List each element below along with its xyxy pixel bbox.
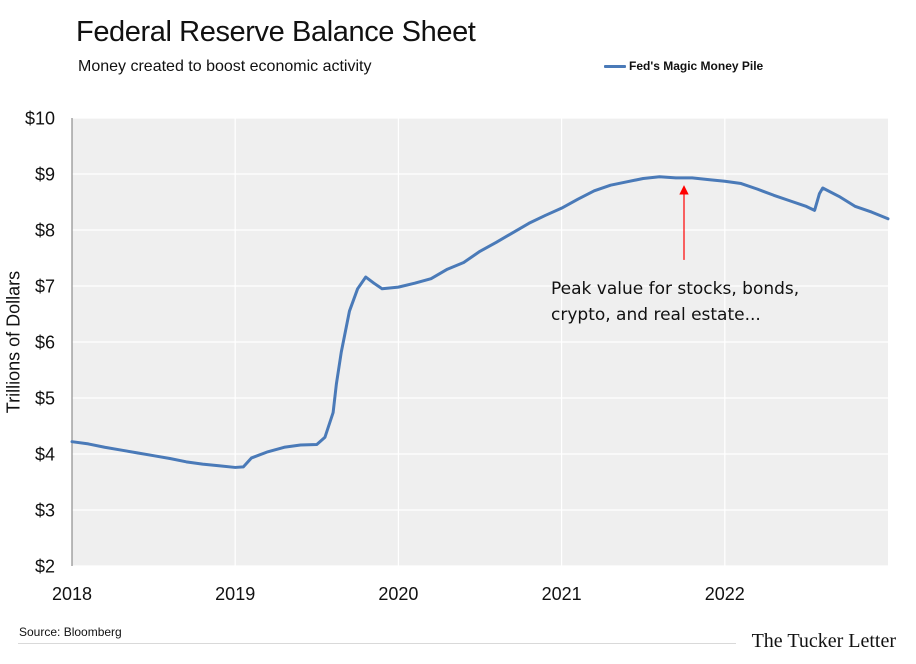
- data-point: [658, 175, 661, 178]
- data-point: [266, 450, 270, 453]
- x-tick-label: 2018: [52, 584, 92, 604]
- data-point: [315, 443, 318, 446]
- source-note: Source: Bloomberg: [19, 625, 122, 639]
- data-point: [544, 214, 547, 217]
- data-point: [217, 464, 221, 467]
- x-tick-label: 2022: [705, 584, 745, 604]
- data-point: [201, 462, 204, 466]
- data-point: [674, 176, 678, 180]
- data-point: [152, 454, 155, 457]
- data-point: [560, 206, 563, 210]
- x-tick-label: 2019: [215, 584, 255, 604]
- data-point: [185, 460, 188, 464]
- data-point: [380, 287, 384, 290]
- legend-series-label: Fed's Magic Money Pile: [629, 59, 764, 73]
- y-tick-label: $6: [35, 333, 55, 353]
- gridlines: [71, 117, 888, 567]
- data-point: [335, 382, 338, 386]
- data-point: [242, 465, 245, 469]
- y-tick-label: $10: [25, 109, 55, 129]
- brand-name: The Tucker Letter: [751, 630, 896, 652]
- data-point: [372, 282, 376, 285]
- annotation-text: Peak value for stocks, bonds, crypto, and…: [551, 279, 799, 325]
- data-point: [593, 189, 596, 192]
- chart-legend: Fed's Magic Money Pile: [604, 58, 763, 74]
- data-point: [739, 182, 743, 185]
- data-point: [527, 222, 531, 225]
- data-point: [168, 457, 172, 460]
- series-layer: [70, 175, 890, 469]
- y-tick-label: $7: [35, 277, 55, 297]
- data-point: [625, 180, 629, 184]
- data-point: [886, 217, 890, 220]
- y-tick-label: $4: [35, 445, 55, 465]
- x-tick-label: 2020: [378, 584, 418, 604]
- data-point: [821, 186, 824, 190]
- data-point: [348, 310, 351, 313]
- data-point: [690, 176, 694, 180]
- data-point: [70, 440, 74, 443]
- footer-divider: [18, 643, 736, 644]
- data-point: [609, 184, 612, 187]
- data-point: [805, 205, 808, 208]
- chart-subtitle: Money created to boost economic activity: [78, 58, 372, 75]
- data-point: [397, 285, 400, 289]
- data-point: [413, 282, 416, 285]
- y-tick-label: $3: [35, 501, 55, 521]
- data-point: [756, 187, 759, 191]
- data-point: [234, 466, 237, 469]
- data-point: [119, 448, 123, 452]
- data-point: [707, 178, 710, 181]
- data-point: [136, 451, 139, 455]
- data-point: [103, 446, 106, 449]
- data-point: [250, 456, 253, 460]
- data-point: [788, 199, 792, 203]
- data-point: [495, 241, 498, 244]
- data-point: [446, 268, 449, 271]
- data-point: [87, 442, 90, 446]
- data-point: [837, 195, 841, 198]
- y-tick-label: $9: [35, 165, 55, 185]
- annotation-layer: Peak value for stocks, bonds, crypto, and…: [551, 185, 799, 325]
- data-point: [576, 198, 580, 201]
- data-point: [299, 443, 302, 447]
- data-point: [818, 192, 821, 195]
- data-point: [723, 180, 726, 183]
- data-point: [282, 446, 286, 449]
- x-tick-label: 2021: [542, 584, 582, 604]
- y-tick-label: $5: [35, 389, 55, 409]
- data-point: [429, 277, 433, 280]
- data-point: [642, 177, 645, 180]
- data-point: [772, 194, 775, 197]
- data-point: [870, 210, 873, 214]
- data-point: [813, 209, 816, 212]
- data-point: [462, 261, 465, 264]
- chart-title: Federal Reserve Balance Sheet: [76, 16, 476, 48]
- y-tick-label: $8: [35, 221, 55, 241]
- data-point: [331, 411, 335, 414]
- y-tick-label: $2: [35, 557, 55, 577]
- data-point: [340, 350, 343, 354]
- data-point: [323, 436, 327, 439]
- data-point: [511, 231, 514, 234]
- data-point: [478, 250, 482, 253]
- axes: $2 $3 $4 $5 $6 $7 $8 $9 $10 2018 2019 2020 2021 2022: [25, 109, 745, 605]
- data-point: [356, 287, 359, 290]
- data-point: [364, 275, 367, 279]
- data-point: [854, 205, 857, 208]
- legend-line-swatch: [604, 64, 626, 68]
